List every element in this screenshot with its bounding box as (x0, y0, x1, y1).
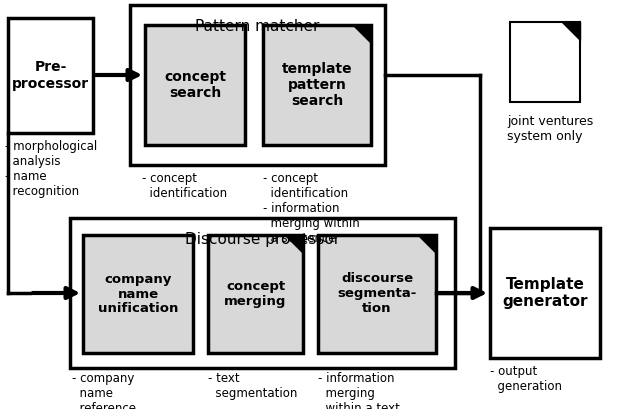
Text: concept
search: concept search (164, 70, 226, 100)
Text: - company
  name
  reference
  resolution: - company name reference resolution (72, 372, 138, 409)
Bar (130, 5, 385, 165)
Text: Template
generator: Template generator (502, 277, 588, 309)
Text: Discourse processor: Discourse processor (185, 232, 340, 247)
Polygon shape (418, 235, 436, 253)
Bar (490, 228, 600, 358)
Text: Pre-
processor: Pre- processor (12, 61, 89, 91)
Text: Pattern matcher: Pattern matcher (195, 19, 320, 34)
Bar (263, 25, 371, 145)
Bar (70, 218, 455, 368)
Text: - text
  segmentation: - text segmentation (208, 372, 298, 400)
Text: template
pattern
search: template pattern search (282, 62, 352, 108)
Polygon shape (285, 235, 303, 253)
Text: discourse
segmenta-
tion: discourse segmenta- tion (337, 272, 417, 315)
Text: - information
  merging
  within a text: - information merging within a text (318, 372, 400, 409)
Polygon shape (353, 25, 371, 43)
Text: joint ventures
system only: joint ventures system only (507, 115, 593, 143)
Text: - output
  generation: - output generation (490, 365, 562, 393)
Bar (8, 18, 93, 133)
Text: concept
merging: concept merging (224, 280, 287, 308)
Bar (145, 25, 245, 145)
Bar (318, 235, 436, 353)
Polygon shape (562, 22, 580, 40)
Text: - concept
  identification
- information
  merging within
  a sentence: - concept identification - information m… (263, 172, 360, 245)
Text: - morphological
  analysis
- name
  recognition: - morphological analysis - name recognit… (5, 140, 97, 198)
Bar (208, 235, 303, 353)
Text: - concept
  identification: - concept identification (142, 172, 227, 200)
Bar (83, 235, 193, 353)
Text: company
name
unification: company name unification (98, 272, 178, 315)
Bar (510, 22, 580, 102)
